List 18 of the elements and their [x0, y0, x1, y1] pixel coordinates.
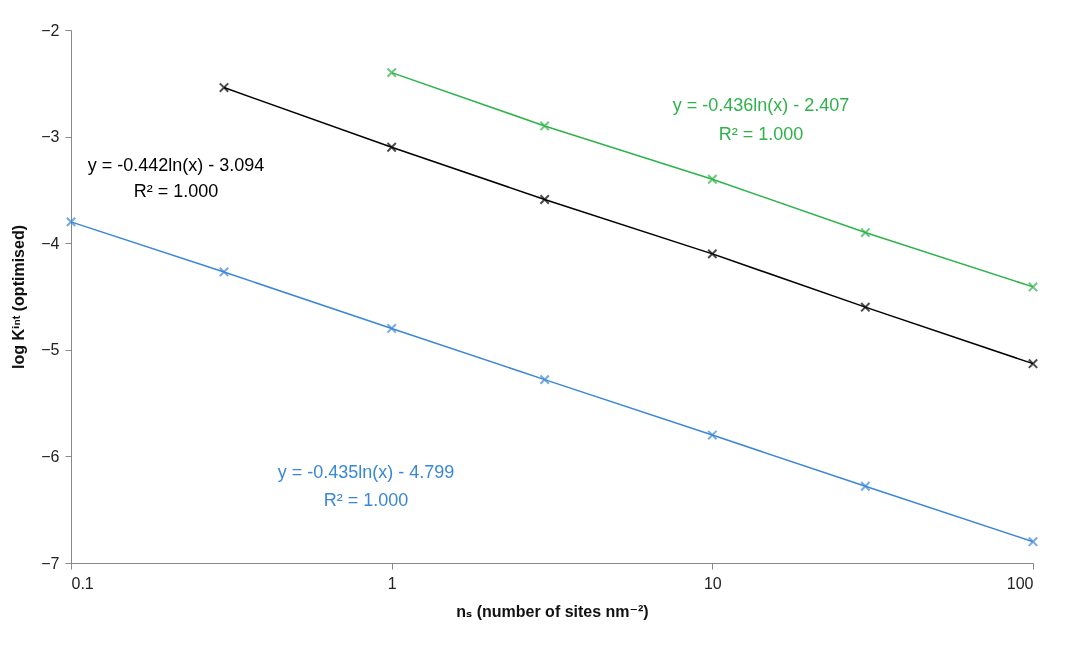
y-tick-label: −5 — [41, 341, 60, 359]
x-axis-title: nₛ (number of sites nm⁻²) — [456, 602, 649, 620]
annotation: y = -0.435ln(x) - 4.799 — [277, 462, 455, 482]
y-tick-label: −2 — [41, 21, 60, 39]
annotation: y = -0.436ln(x) - 2.407 — [672, 95, 850, 115]
annotation: R² = 1.000 — [718, 124, 804, 144]
annotation: R² = 1.000 — [323, 490, 409, 510]
y-axis-title: log Kⁱⁿᵗ (optimised) — [10, 225, 28, 369]
annotation: R² = 1.000 — [133, 181, 219, 201]
y-tick-label: −7 — [41, 554, 60, 572]
x-tick-label: 10 — [703, 574, 722, 592]
x-tick-label: 100 — [1006, 574, 1034, 592]
y-tick-label: −6 — [41, 447, 60, 465]
y-tick-label: −4 — [41, 234, 60, 252]
x-tick-label: 0.1 — [71, 574, 94, 592]
x-tick-label: 1 — [387, 574, 397, 592]
annotation: y = -0.442ln(x) - 3.094 — [87, 155, 265, 175]
y-tick-label: −3 — [41, 128, 60, 146]
